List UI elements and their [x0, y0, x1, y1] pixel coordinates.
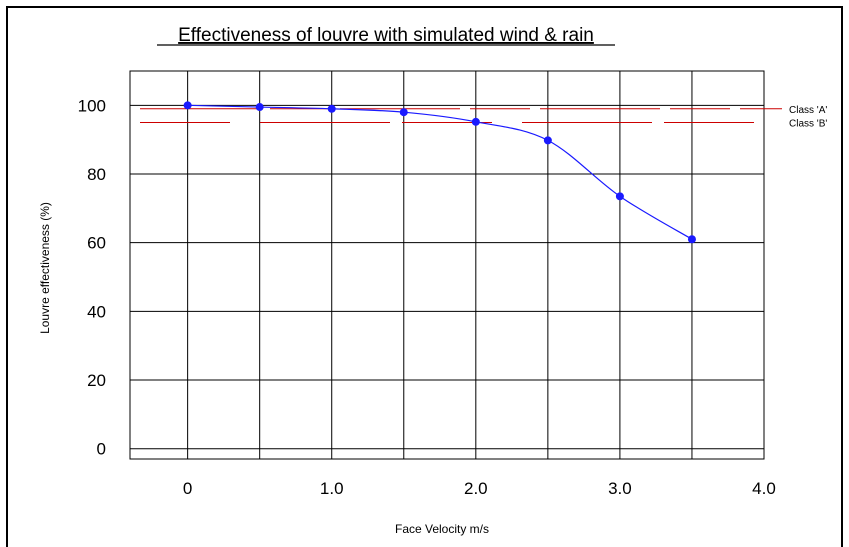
y-tick-label: 80 — [87, 165, 106, 184]
y-tick-label: 0 — [97, 440, 106, 459]
data-point — [327, 104, 336, 113]
data-point — [543, 136, 552, 145]
x-tick-label: 4.0 — [752, 479, 776, 498]
chart-title: Effectiveness of louvre with simulated w… — [178, 25, 594, 46]
reference-line-label: Class 'A' — [789, 105, 827, 116]
x-tick-label: 3.0 — [608, 479, 632, 498]
chart-frame — [6, 6, 843, 547]
y-tick-label: 20 — [87, 371, 106, 390]
data-point — [687, 235, 696, 244]
plot-border — [129, 70, 765, 460]
data-point — [183, 101, 192, 110]
x-tick-label: 1.0 — [320, 479, 344, 498]
series-group — [183, 101, 696, 244]
y-tick-label: 100 — [78, 96, 106, 115]
data-point — [471, 117, 480, 126]
x-tick-label: 2.0 — [464, 479, 488, 498]
tick-labels: 0 1.0 2.0 3.0 4.0 0 20 40 60 80 100 — [78, 96, 776, 498]
y-axis-label: Louvre effectiveness (%) — [38, 202, 52, 334]
data-point — [615, 192, 624, 201]
y-tick-label: 60 — [87, 234, 106, 253]
y-tick-label: 40 — [87, 302, 106, 321]
grid — [129, 70, 765, 460]
x-axis-label: Face Velocity m/s — [395, 522, 489, 536]
x-tick-label: 0 — [183, 479, 192, 498]
series-line — [187, 104, 693, 240]
reference-line-label: Class 'B' — [789, 119, 827, 130]
data-point — [255, 103, 264, 112]
data-point — [399, 108, 408, 117]
reference-lines: Class 'A' Class 'B' — [140, 105, 827, 130]
